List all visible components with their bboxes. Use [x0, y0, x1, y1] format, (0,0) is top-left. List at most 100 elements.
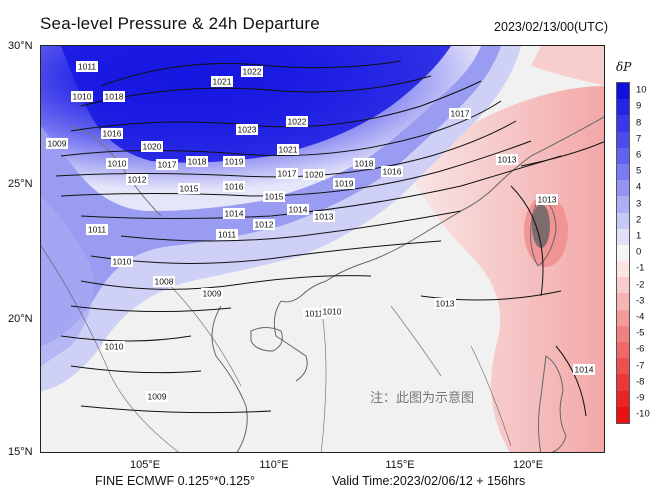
isobar-label-box: [103, 341, 125, 352]
isobar-label-box: [103, 91, 125, 102]
isobar-label-box: [536, 194, 558, 205]
isobar-label-box: [313, 211, 335, 222]
isobar-label-box: [277, 144, 299, 155]
negative-departure-region: [406, 86, 604, 452]
colorbar-level-label: 7: [636, 133, 642, 145]
isobar-label-box: [106, 158, 128, 169]
lon-label-105: 105°E: [129, 459, 161, 471]
isobar-label: 1022: [288, 117, 307, 127]
colorbar-cell: [617, 99, 629, 116]
isobar-label-box: [201, 288, 223, 299]
colorbar-cell: [617, 131, 629, 148]
isobar-label-box: [449, 108, 471, 119]
isobar-label-box: [321, 306, 343, 317]
colorbar-level-label: 0: [636, 246, 642, 258]
isobar-label: 1015: [180, 184, 199, 194]
colorbar-cell: [617, 180, 629, 197]
isobar-label: 1011: [78, 62, 97, 72]
isobar-label-box: [353, 158, 375, 169]
isobar-label-box: [303, 169, 325, 180]
isobar-label: 1014: [575, 365, 594, 375]
isobar-label: 1020: [143, 142, 162, 152]
isobar-label-box: [241, 66, 263, 77]
colorbar-cell: [617, 390, 629, 407]
isobar-label-box: [126, 174, 148, 185]
hainan-island: [250, 327, 283, 352]
isobar-label: 1019: [335, 179, 354, 189]
isobar-label: 1011: [305, 309, 324, 319]
isobar-label-box: [156, 159, 178, 170]
isobar-label-box: [286, 116, 308, 127]
colorbar-cell: [617, 228, 629, 245]
colorbar-cell: [617, 196, 629, 213]
isobar-label-box: [223, 156, 245, 167]
colorbar-level-label: 1: [636, 230, 642, 242]
isobar-label: 1016: [383, 167, 402, 177]
isobar-label-box: [141, 141, 163, 152]
isobar-label: 1022: [243, 67, 262, 77]
colorbar-level-label: -6: [636, 343, 645, 355]
colorbar-level-label: -7: [636, 360, 645, 371]
isobar-label-box: [146, 391, 168, 402]
isobar-label: 1015: [265, 192, 284, 202]
colorbar-level-label: 3: [636, 198, 642, 209]
model-info: FINE ECMWF 0.125°*0.125°: [95, 474, 256, 488]
lat-label-15: 15°N: [8, 446, 33, 458]
isobar-label-box: [76, 61, 98, 72]
isobar-label: 1016: [225, 182, 244, 192]
isobar-label: 1008: [155, 277, 174, 287]
isobar-label: 1016: [103, 129, 122, 139]
colorbar-cell: [617, 374, 629, 391]
isobar-label: 1014: [225, 209, 244, 219]
isobar-label: 1013: [436, 299, 455, 309]
colorbar-cell: [617, 244, 629, 262]
isobar-label: 1011: [88, 225, 107, 235]
isobar-label: 1018: [105, 92, 124, 102]
isobar-label-box: [333, 178, 355, 189]
colorbar-level-label: 4: [636, 181, 642, 193]
isobar-label-box: [253, 219, 275, 230]
colorbar-level-label: -3: [636, 295, 645, 307]
lat-label-30: 30°N: [8, 40, 33, 52]
isobar-label-box: [216, 229, 238, 240]
isobar-label-box: [276, 168, 298, 179]
pressure-map: 1021 1022 1011 1010 1018 1022 1023 1016 1009 1020…: [40, 45, 605, 453]
luzon-outline: [538, 355, 567, 452]
isobar-label-box: [71, 91, 93, 102]
isobar-label: 1009: [148, 392, 167, 402]
isobar-label: 1012: [255, 220, 274, 230]
isobar-label-box: [263, 191, 285, 202]
colorbar-cell: [617, 309, 629, 326]
colorbar-level-label: 8: [636, 117, 642, 128]
isobar-label: 1010: [113, 257, 132, 267]
map-title: Sea-level Pressure & 24h Departure: [40, 14, 320, 33]
isobar-label-box: [223, 208, 245, 219]
isobar-label-box: [287, 204, 309, 215]
isobar-label-box: [573, 364, 595, 375]
colorbar-cell: [617, 358, 629, 375]
isobar-label-box: [153, 276, 175, 287]
colorbar-cell: [617, 212, 629, 229]
isobar-label-box: [101, 128, 123, 139]
isobar-label-box: [178, 183, 200, 194]
lon-label-120: 120°E: [512, 459, 544, 471]
isobar-label: 1013: [315, 212, 334, 222]
isobar-label: 1023: [238, 125, 257, 135]
lat-label-20: 20°N: [8, 313, 33, 325]
isobar-label: 1009: [48, 139, 67, 149]
isobar-label: 1017: [278, 169, 297, 179]
forecast-datetime: 2023/02/13/00(UTC): [494, 20, 608, 34]
isobar-label: 1017: [451, 109, 470, 119]
legend-title: δP: [616, 60, 632, 74]
colorbar-level-label: -9: [636, 392, 645, 404]
isobar-label: 1017: [158, 160, 177, 170]
colorbar: [616, 82, 630, 424]
isobar-label: 1010: [108, 159, 127, 169]
isobar-label-box: [434, 298, 456, 309]
isobar-label: 1014: [289, 205, 308, 215]
colorbar-cell: [617, 325, 629, 342]
colorbar-cell: [617, 342, 629, 359]
isobar-label: 1013: [538, 195, 557, 205]
colorbar-cell: [617, 293, 629, 310]
